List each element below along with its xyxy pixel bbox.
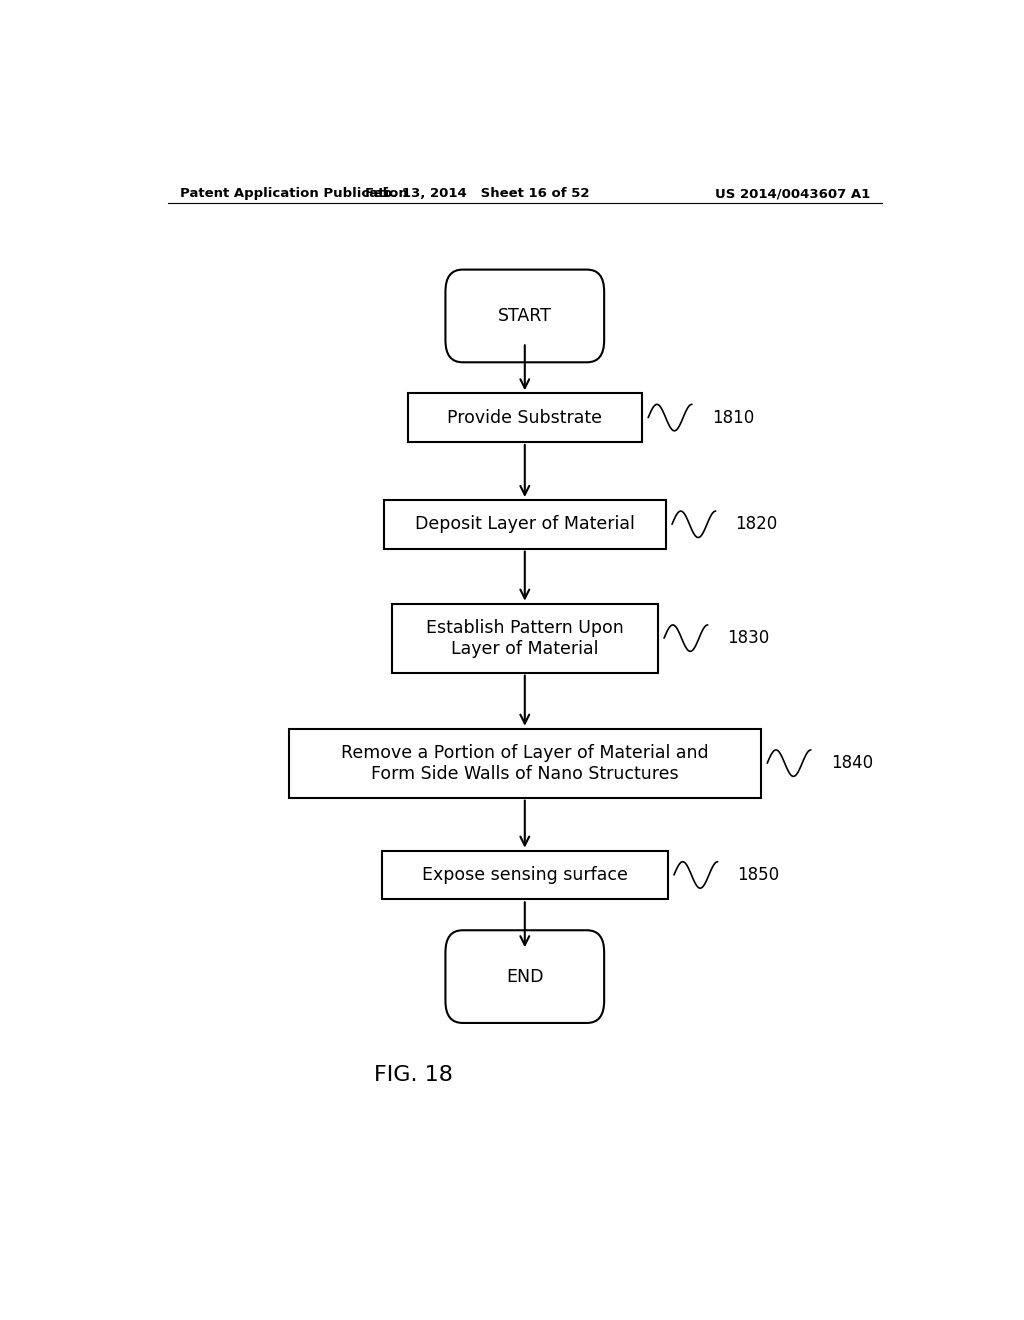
Text: 1820: 1820 [735,515,778,533]
Bar [289,729,761,797]
Text: 1840: 1840 [830,754,872,772]
Text: Feb. 13, 2014   Sheet 16 of 52: Feb. 13, 2014 Sheet 16 of 52 [365,187,590,201]
Text: Deposit Layer of Material: Deposit Layer of Material [415,515,635,533]
Text: 1810: 1810 [712,409,754,426]
FancyBboxPatch shape [445,269,604,362]
Text: 1830: 1830 [728,630,770,647]
Bar [392,603,657,673]
Text: US 2014/0043607 A1: US 2014/0043607 A1 [715,187,870,201]
Bar [408,393,642,442]
Text: END: END [506,968,544,986]
Text: Expose sensing surface: Expose sensing surface [422,866,628,884]
Bar [384,500,666,549]
Text: Patent Application Publication: Patent Application Publication [179,187,408,201]
FancyBboxPatch shape [445,931,604,1023]
Text: Remove a Portion of Layer of Material and
Form Side Walls of Nano Structures: Remove a Portion of Layer of Material an… [341,743,709,783]
Text: START: START [498,308,552,325]
Text: Provide Substrate: Provide Substrate [447,409,602,426]
Text: Establish Pattern Upon
Layer of Material: Establish Pattern Upon Layer of Material [426,619,624,657]
Text: FIG. 18: FIG. 18 [374,1065,454,1085]
Text: 1850: 1850 [737,866,779,884]
Bar [382,850,668,899]
